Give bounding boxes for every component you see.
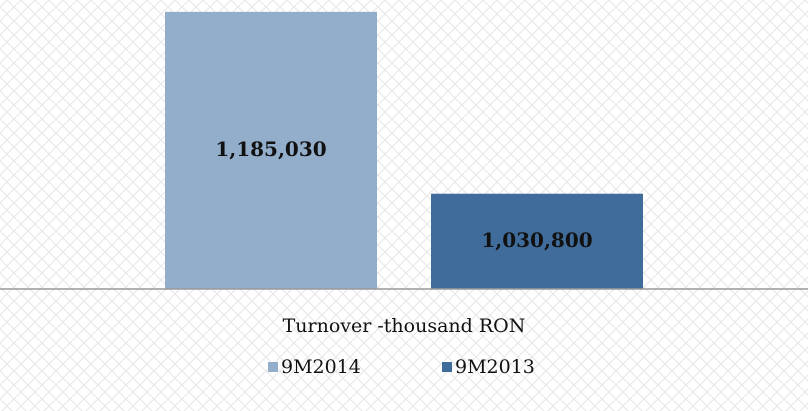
legend-label: 9M2013 (455, 356, 535, 378)
legend-swatch (442, 362, 452, 372)
bar (165, 11, 377, 289)
bar (431, 193, 643, 289)
data-label: 1,030,800 (481, 228, 592, 252)
data-label: 1,185,030 (215, 137, 326, 161)
x-tick-label: Turnover -thousand RON (283, 315, 526, 337)
legend-swatch (268, 362, 278, 372)
legend-label: 9M2014 (281, 356, 361, 378)
